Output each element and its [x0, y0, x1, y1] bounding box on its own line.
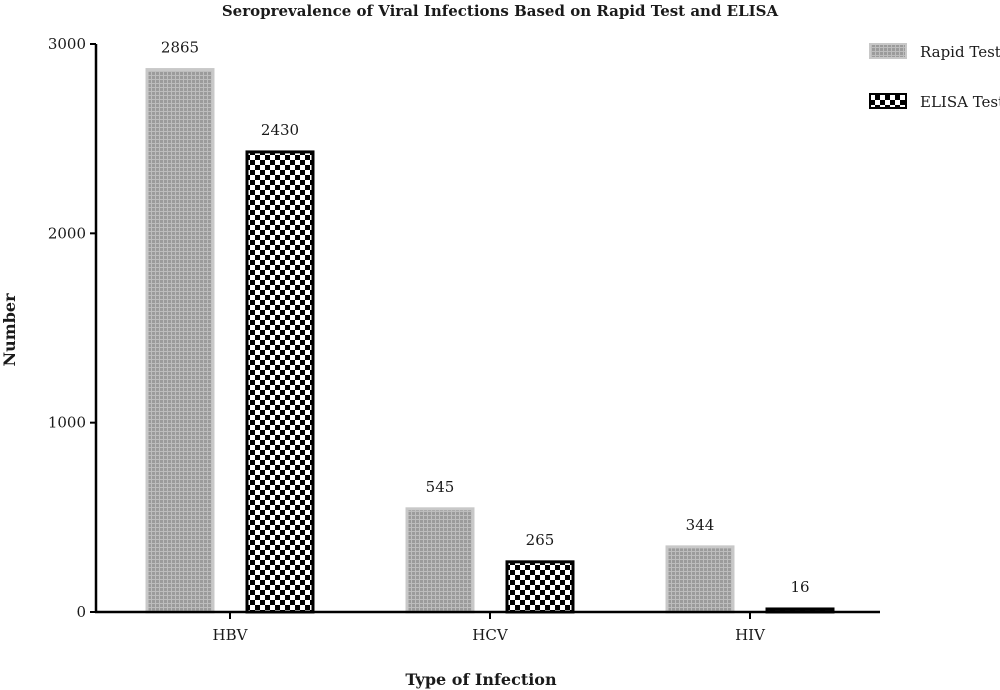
y-axis-title: Number — [0, 293, 19, 367]
data-label-elisa-test-hcv: 265 — [526, 531, 555, 549]
data-label-rapid-test-hcv: 545 — [426, 478, 455, 496]
x-tick-label: HBV — [213, 626, 249, 644]
legend-label-rapid-test: Rapid Test — [920, 43, 1000, 61]
y-tick-label: 2000 — [48, 224, 86, 242]
data-label-elisa-test-hbv: 2430 — [261, 121, 299, 139]
data-labels-group: 2865 545 344 2430 265 16 — [161, 39, 810, 596]
chart-title: Seroprevalence of Viral Infections Based… — [222, 2, 779, 20]
x-axis-title: Type of Infection — [405, 670, 557, 689]
y-tick-label: 3000 — [48, 35, 86, 53]
data-label-rapid-test-hbv: 2865 — [161, 39, 199, 57]
data-label-rapid-test-hiv: 344 — [686, 516, 715, 534]
bar-rapid-test-hbv — [145, 68, 215, 614]
legend: Rapid Test ELISA Test — [869, 43, 1000, 111]
bar-rapid-test-hcv — [405, 507, 475, 614]
data-label-elisa-test-hiv: 16 — [790, 578, 809, 596]
x-tick-label: HCV — [472, 626, 509, 644]
y-ticks-group: 0 1000 2000 3000 — [48, 35, 96, 621]
legend-swatch-rapid-test — [869, 43, 907, 59]
bar-rapid-test-hiv — [665, 545, 735, 614]
legend-swatch-elisa-test — [869, 93, 907, 109]
x-ticks-group: HBV HCV HIV — [213, 612, 766, 644]
legend-label-elisa-test: ELISA Test — [920, 93, 1000, 111]
bar-elisa-test-hcv — [505, 560, 575, 614]
y-tick-label: 1000 — [48, 414, 86, 432]
y-tick-label: 0 — [76, 603, 86, 621]
x-tick-label: HIV — [735, 626, 766, 644]
bars-group — [145, 68, 835, 614]
bar-elisa-test-hbv — [245, 150, 315, 614]
